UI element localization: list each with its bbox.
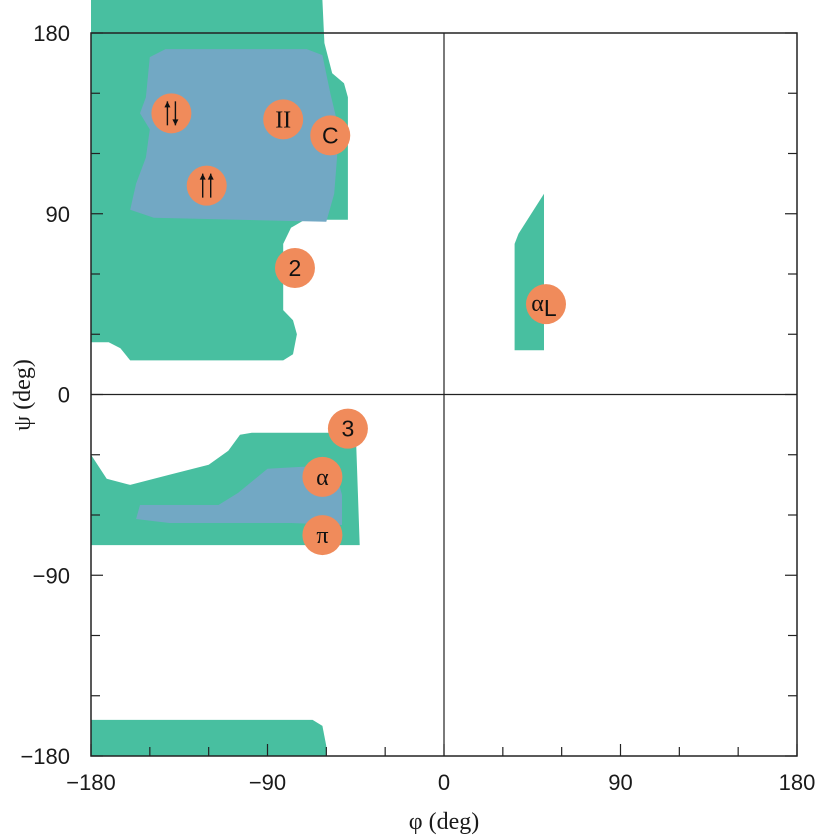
y-tick-label: −90 [33,563,70,588]
arrow-up-icon [199,173,206,180]
x-tick-label: 0 [438,770,450,795]
arrow-up-icon [164,101,171,108]
y-tick-label: −180 [20,744,70,769]
axes: −180 180 −90 90 0 0 90 −90 180 −180 [20,21,815,795]
x-tick-label: 180 [779,770,816,795]
y-axis-title: ψ (deg) [10,359,36,431]
y-tick-label: 180 [33,21,70,46]
marker-label: 3 [342,416,355,442]
marker-circle [310,115,351,156]
x-axis-title: φ (deg) [409,809,480,835]
marker-circle [327,408,368,449]
marker-8: π [302,515,343,556]
marker-2: C [310,115,351,156]
marker-4: 2 [274,247,315,288]
marker-label: π [316,523,328,549]
marker-layer: ↑↓ II C ↑↑ 2 αL 3α π [151,93,566,556]
marker-6: 3 [327,408,368,449]
marker-label: C [322,122,339,148]
arrow-down-icon [172,119,179,126]
marker-label: αL [531,291,557,321]
y-tick-label: 90 [46,202,70,227]
marker-label: 2 [289,255,302,281]
x-tick-label: −180 [66,770,116,795]
core-region-5 [136,466,342,525]
marker-circle [525,284,566,325]
marker-5: αL [525,284,566,325]
marker-circle [274,247,315,288]
marker-0: ↑↓ [151,93,192,134]
marker-7: α [302,456,343,497]
arrow-up-icon [207,173,214,180]
marker-circle [302,515,343,556]
y-tick-label: 0 [58,383,70,408]
allowed-region-3 [514,193,544,351]
marker-circle [263,99,304,140]
x-tick-label: −90 [249,770,286,795]
marker-label: II [275,107,291,133]
marker-circle [186,165,227,206]
x-tick-label: 90 [608,770,632,795]
marker-3: ↑↑ [186,165,227,206]
marker-1: II [263,99,304,140]
marker-label: α [316,465,329,491]
marker-circle [151,93,192,134]
core-region-4 [130,49,339,222]
marker-circle [302,456,343,497]
